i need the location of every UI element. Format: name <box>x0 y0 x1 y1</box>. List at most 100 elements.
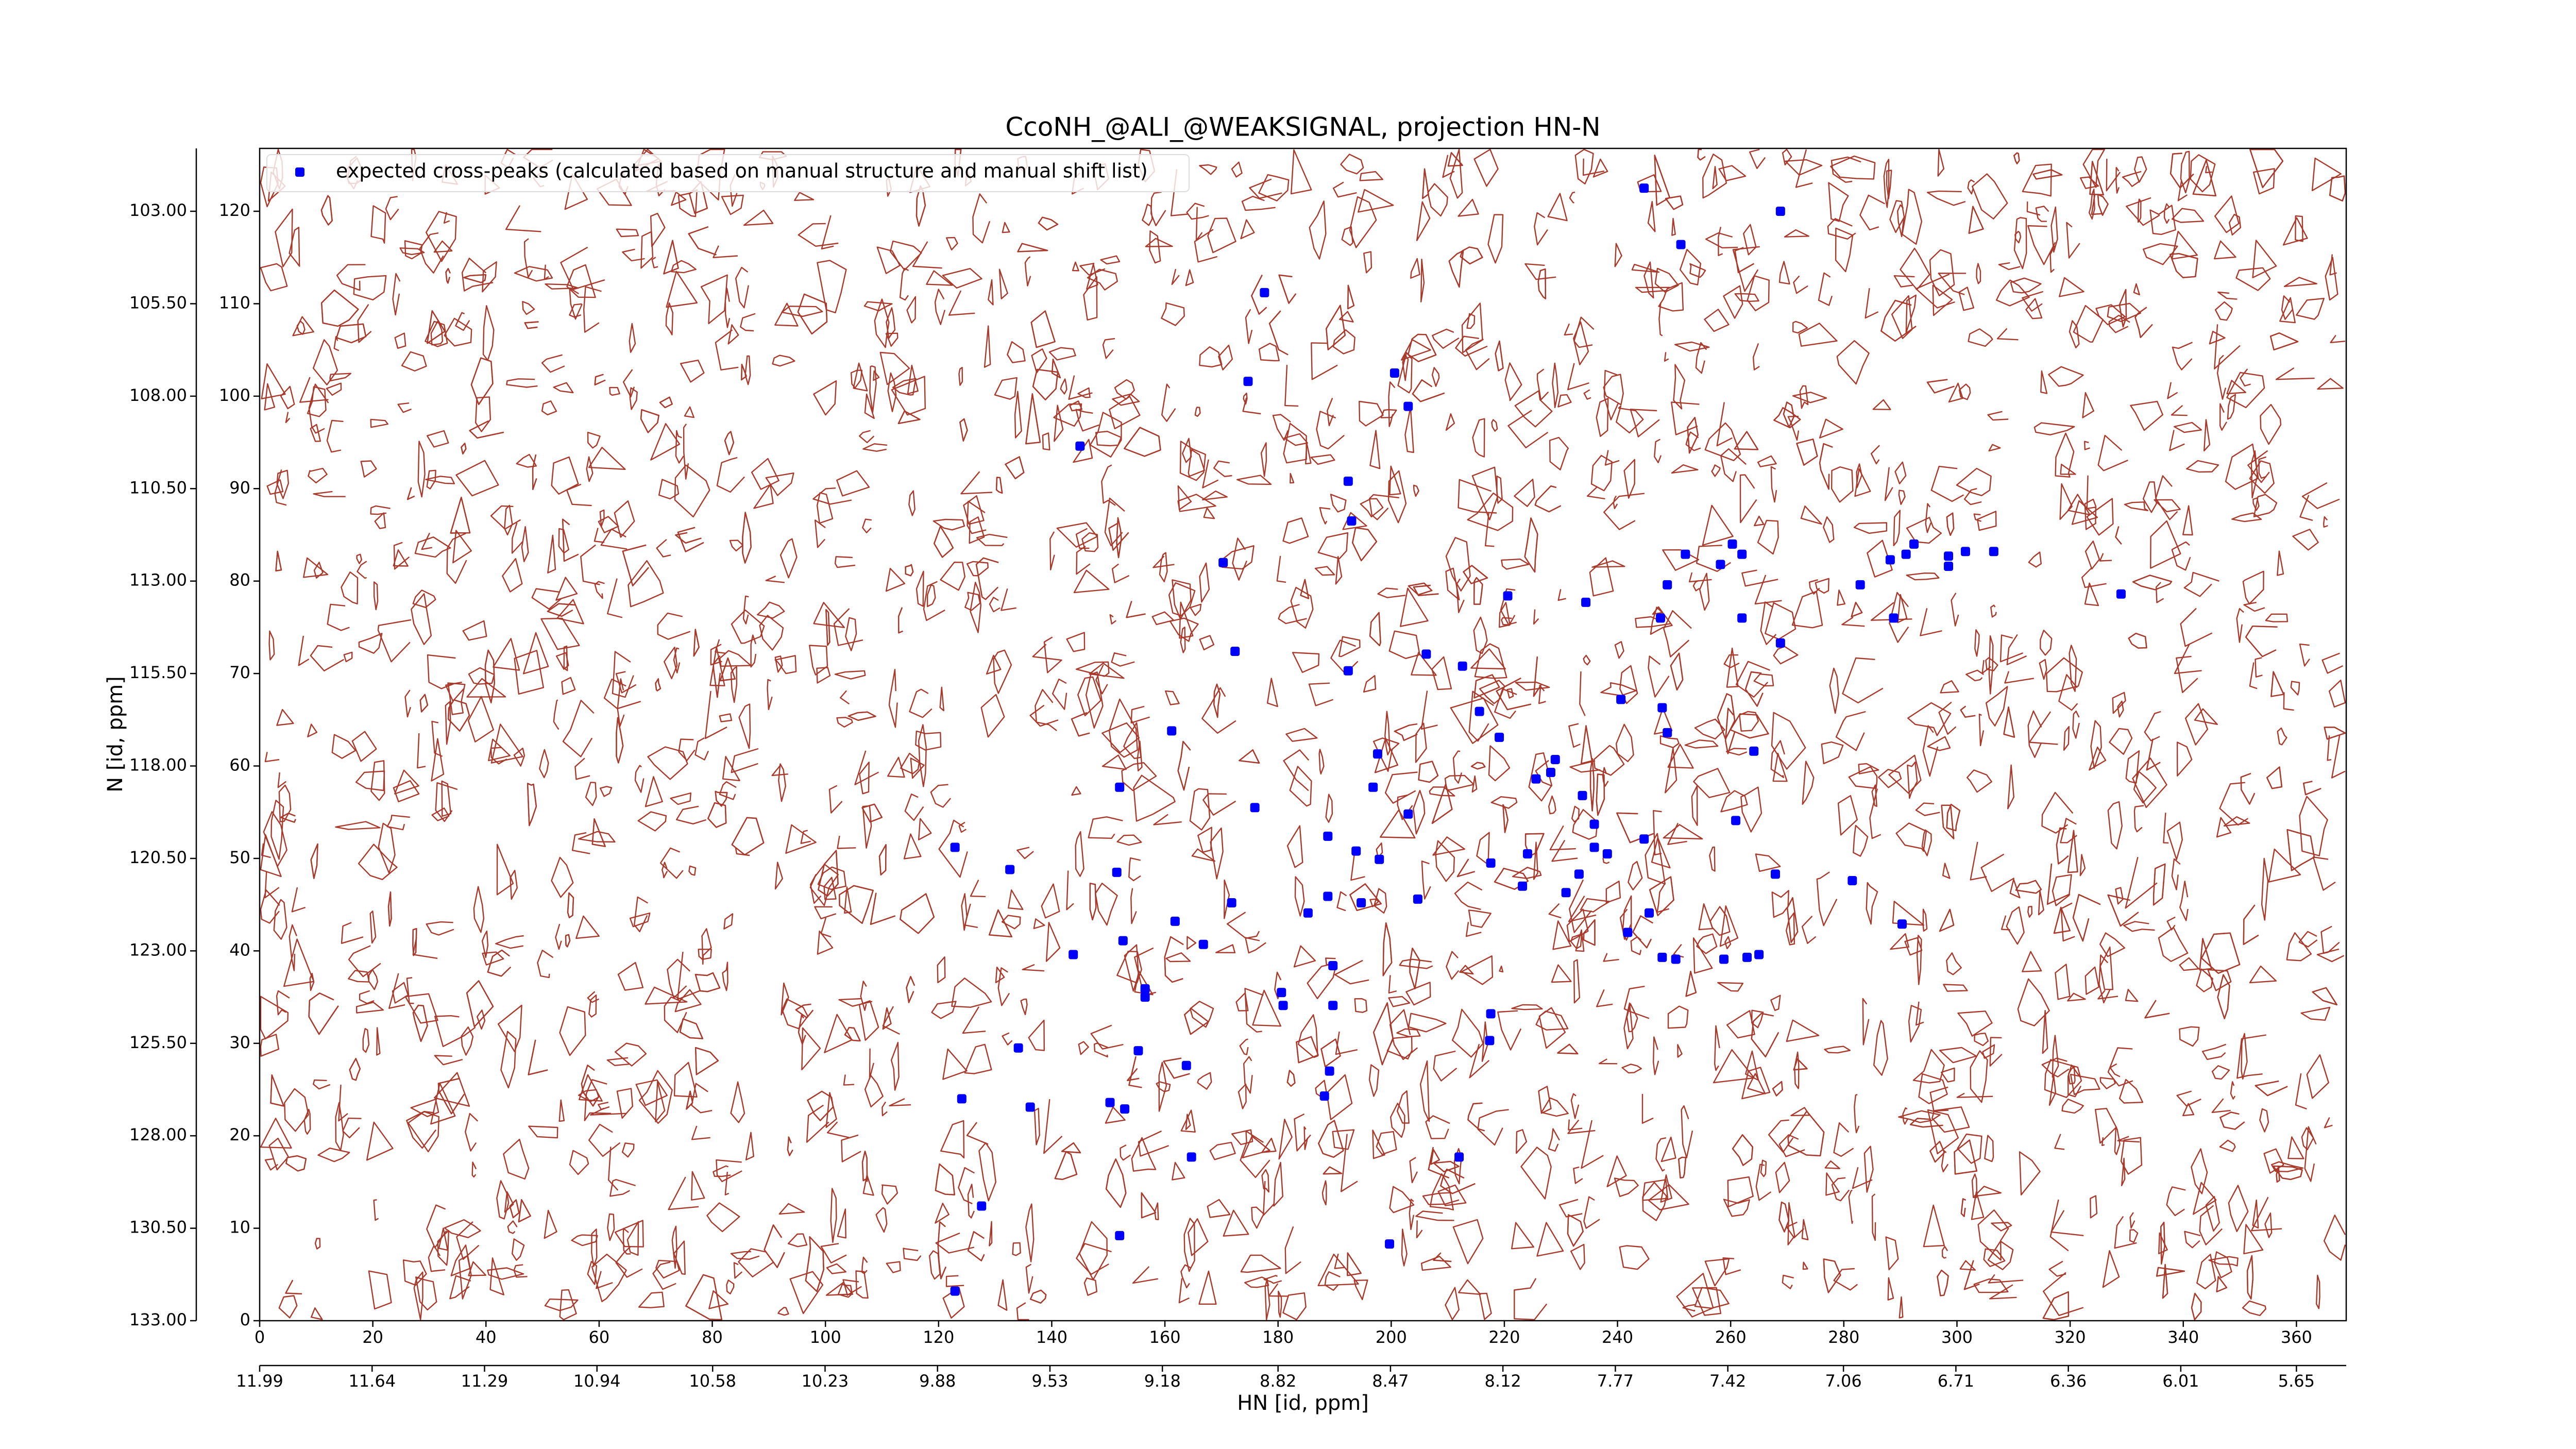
contour <box>1500 588 1516 626</box>
contour <box>1676 1273 1714 1318</box>
contour <box>691 1125 710 1140</box>
contour <box>1473 148 1499 187</box>
x-tick-label: 200 <box>1376 1327 1407 1347</box>
contour <box>864 1074 884 1108</box>
cross-peak <box>1657 703 1667 713</box>
contour <box>1340 1134 1358 1192</box>
contour <box>1387 470 1407 524</box>
contour <box>2117 1136 2140 1143</box>
y-tick-label: 90 <box>229 478 250 497</box>
contour <box>2300 1006 2331 1021</box>
contour <box>1998 262 2021 271</box>
contour <box>268 630 275 661</box>
contour <box>2133 805 2144 833</box>
x2-tick-label: 10.23 <box>802 1371 849 1391</box>
contour <box>2146 738 2161 771</box>
cross-peak <box>1328 961 1338 971</box>
contour <box>1723 285 1743 319</box>
contour <box>2123 921 2155 932</box>
contour <box>1573 959 1581 1004</box>
contour <box>1292 652 1320 673</box>
contour <box>1590 454 1613 492</box>
contour <box>1014 391 1022 439</box>
contour <box>2027 905 2033 918</box>
contour <box>1399 958 1433 969</box>
contour <box>2312 856 2336 891</box>
contour <box>1043 1099 1063 1154</box>
cross-peak <box>1574 869 1584 879</box>
contour <box>1956 467 1992 496</box>
contour <box>1815 578 1829 594</box>
contour <box>1716 402 1733 447</box>
contour <box>834 670 866 680</box>
contour <box>828 785 843 814</box>
contour <box>1971 173 2008 220</box>
contour <box>518 1199 531 1223</box>
contour <box>1238 1083 1247 1109</box>
contour <box>1311 342 1338 380</box>
contour <box>341 922 364 944</box>
contour <box>299 377 329 403</box>
contour <box>358 844 398 881</box>
contour <box>614 1220 644 1248</box>
contour <box>450 1244 471 1276</box>
contour <box>1320 1038 1341 1068</box>
contour <box>1664 747 1677 794</box>
contour <box>1592 158 1608 178</box>
contour <box>2282 217 2308 246</box>
contour <box>1130 888 1137 924</box>
contour <box>496 844 514 896</box>
contour <box>795 1003 814 1019</box>
contour <box>1249 178 1282 199</box>
contour <box>490 505 521 530</box>
contour <box>2084 582 2099 606</box>
contour <box>787 1233 808 1248</box>
contour <box>1456 578 1465 613</box>
contour <box>657 612 691 640</box>
contour <box>2214 240 2236 260</box>
contour <box>708 1290 729 1309</box>
contour <box>280 385 295 410</box>
cross-peak <box>1260 288 1269 297</box>
contour <box>2099 932 2126 957</box>
contour <box>522 301 535 315</box>
contour <box>1921 829 1932 856</box>
contour <box>2190 154 2216 193</box>
contour <box>650 213 666 247</box>
contour <box>1323 1166 1343 1175</box>
contour <box>1768 1119 1794 1153</box>
contour <box>2069 645 2077 692</box>
y2-tick-label: 115.50 <box>129 663 187 682</box>
contour <box>2255 1080 2288 1097</box>
cross-peak <box>1855 580 1865 589</box>
contour <box>1981 660 1991 674</box>
contour <box>1177 494 1216 512</box>
contour <box>1473 616 1488 654</box>
contour <box>1751 1013 1780 1058</box>
contour <box>2013 217 2027 269</box>
contour <box>1727 1176 1754 1208</box>
contour <box>945 237 958 250</box>
contour <box>2017 978 2050 1026</box>
contour <box>1363 251 1372 274</box>
contour <box>727 324 739 345</box>
contour <box>2329 175 2346 201</box>
contour <box>1724 707 1736 754</box>
contour <box>1723 1199 1750 1217</box>
contour <box>1841 616 1865 627</box>
contour <box>503 1138 530 1180</box>
contour <box>774 655 797 675</box>
contour <box>1032 644 1062 661</box>
contour <box>1988 1274 2024 1284</box>
contour <box>2067 830 2078 873</box>
contour <box>2059 483 2073 520</box>
contour <box>504 504 513 536</box>
y2-tick-label: 108.00 <box>129 385 187 405</box>
contour <box>1798 323 1838 347</box>
contour <box>817 260 847 314</box>
x2-tick-label: 9.88 <box>919 1371 956 1391</box>
contour <box>1829 667 1839 714</box>
contour <box>1558 1199 1583 1218</box>
contour <box>972 193 991 244</box>
contour <box>349 1058 361 1081</box>
